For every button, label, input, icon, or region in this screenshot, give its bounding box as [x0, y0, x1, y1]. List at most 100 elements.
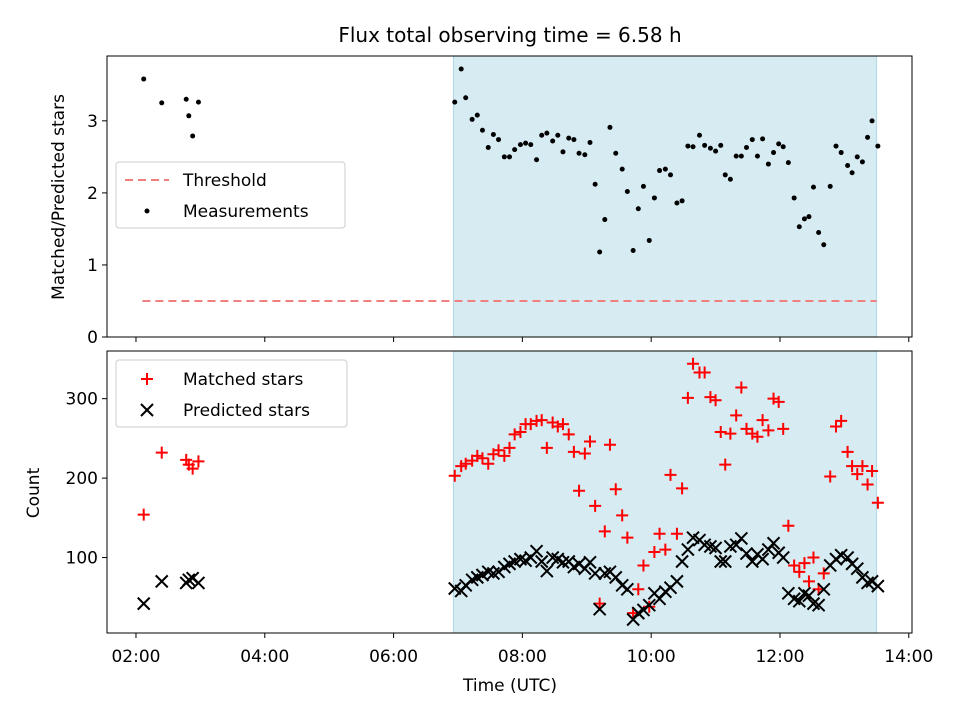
- measurement-point-15: [501, 154, 507, 160]
- matched-point-64: [762, 424, 775, 437]
- measurement-point-35: [607, 124, 613, 130]
- measurement-point-59: [738, 153, 744, 159]
- measurement-point-55: [718, 142, 724, 148]
- matched-point-31: [584, 435, 596, 448]
- top-legend: Threshold Measurements: [115, 161, 346, 229]
- top-ytick-label-3: 3: [87, 112, 98, 132]
- measurement-point-44: [657, 168, 663, 174]
- predicted-point-61: [745, 554, 759, 569]
- measurement-point-48: [679, 198, 685, 204]
- measurement-point-45: [662, 166, 668, 172]
- measurement-point-66: [776, 141, 782, 147]
- top-x-ticks: [135, 337, 910, 342]
- measurement-point-3: [186, 113, 192, 119]
- predicted-point-49: [681, 542, 695, 557]
- measurement-point-85: [875, 143, 881, 149]
- predicted-point-21: [529, 544, 544, 558]
- bottom-panel: 100 200 300 02:00 04:00 06:00 08:00 10:00 12:00…: [24, 350, 933, 696]
- predicted-point-48: [675, 554, 689, 569]
- top-legend-box: [115, 161, 346, 229]
- matched-point-27: [562, 428, 575, 441]
- measurement-point-23: [544, 130, 550, 136]
- bottom-xtick-label-3: 08:00: [498, 647, 547, 667]
- matched-point-0: [137, 508, 150, 521]
- measurement-point-47: [674, 200, 680, 206]
- measurement-point-18: [517, 142, 523, 148]
- predicted-points: [137, 530, 885, 627]
- matched-point-79: [841, 445, 854, 458]
- measurement-point-34: [602, 217, 608, 223]
- measurement-point-76: [827, 183, 833, 189]
- predicted-point-65: [766, 536, 781, 550]
- measurement-point-30: [582, 152, 588, 158]
- bottom-ytick-label-2: 300: [66, 390, 98, 410]
- threshold-legend-label: Threshold: [182, 171, 267, 191]
- top-ytick-label-0: 0: [87, 328, 98, 348]
- bottom-xtick-label-5: 12:00: [755, 647, 804, 667]
- measurement-point-58: [733, 153, 739, 159]
- measurements-legend-label: Measurements: [183, 202, 309, 222]
- measurement-point-17: [512, 147, 518, 153]
- matched-point-37: [616, 509, 629, 522]
- measurement-point-31: [587, 139, 593, 145]
- matched-point-76: [824, 470, 837, 483]
- measurement-point-40: [635, 206, 641, 212]
- measurement-point-68: [785, 160, 791, 166]
- matched-point-72: [802, 575, 815, 588]
- matched-point-52: [698, 366, 711, 379]
- matched-point-67: [777, 422, 790, 435]
- measurement-point-9: [469, 116, 475, 122]
- matched-point-55: [714, 426, 727, 439]
- measurement-point-27: [566, 135, 572, 141]
- measurement-point-11: [479, 127, 485, 133]
- measurement-point-49: [685, 143, 691, 149]
- matched-point-38: [621, 531, 634, 544]
- measurement-point-10: [474, 112, 480, 118]
- matched-legend-label: Matched stars: [183, 370, 303, 390]
- top-panel: 0 1 2 3 Matched/Predicted stars Threshold M…: [49, 55, 913, 348]
- predicted-point-54: [708, 541, 723, 555]
- matched-point-45: [659, 543, 672, 556]
- measurement-point-37: [619, 166, 625, 172]
- matched-point-58: [730, 409, 743, 422]
- measurement-point-73: [810, 184, 816, 190]
- predicted-point-59: [734, 531, 749, 546]
- matched-point-57: [724, 427, 737, 440]
- measurement-point-39: [630, 248, 636, 254]
- measurement-point-67: [780, 144, 786, 150]
- matched-point-17: [508, 428, 521, 441]
- matched-point-70: [793, 565, 806, 578]
- measurement-point-50: [690, 144, 696, 150]
- predicted-point-5: [191, 576, 206, 590]
- matched-point-5: [192, 455, 205, 468]
- measurement-point-54: [713, 148, 719, 154]
- measurement-point-74: [816, 230, 822, 236]
- predicted-point-22: [534, 554, 549, 569]
- bottom-y-ticks: 100 200 300: [66, 390, 107, 569]
- measurement-point-46: [668, 172, 673, 178]
- measurement-point-81: [854, 154, 860, 160]
- matched-point-77: [830, 420, 843, 433]
- matched-point-10: [471, 449, 484, 462]
- matched-point-29: [573, 484, 586, 497]
- matched-point-18: [514, 426, 527, 439]
- matched-point-75: [817, 567, 830, 580]
- measurement-point-32: [592, 181, 598, 187]
- matched-point-11: [476, 452, 489, 465]
- measurement-point-56: [722, 172, 728, 178]
- top-y-axis-label: Matched/Predicted stars: [49, 94, 69, 300]
- matched-point-16: [503, 441, 516, 454]
- matched-point-46: [664, 468, 677, 481]
- measurement-point-14: [496, 137, 502, 143]
- chart-title: Flux total observing time = 6.58 h: [338, 23, 681, 47]
- matched-point-71: [798, 557, 811, 570]
- measurement-point-8: [463, 95, 469, 101]
- top-observing-span: [452, 55, 878, 338]
- predicted-point-23: [540, 564, 554, 578]
- measurement-point-71: [801, 216, 807, 222]
- matched-point-36: [609, 483, 622, 496]
- measurement-point-13: [490, 132, 496, 138]
- matched-legend-swatch: [141, 373, 153, 385]
- measurement-point-12: [485, 145, 491, 151]
